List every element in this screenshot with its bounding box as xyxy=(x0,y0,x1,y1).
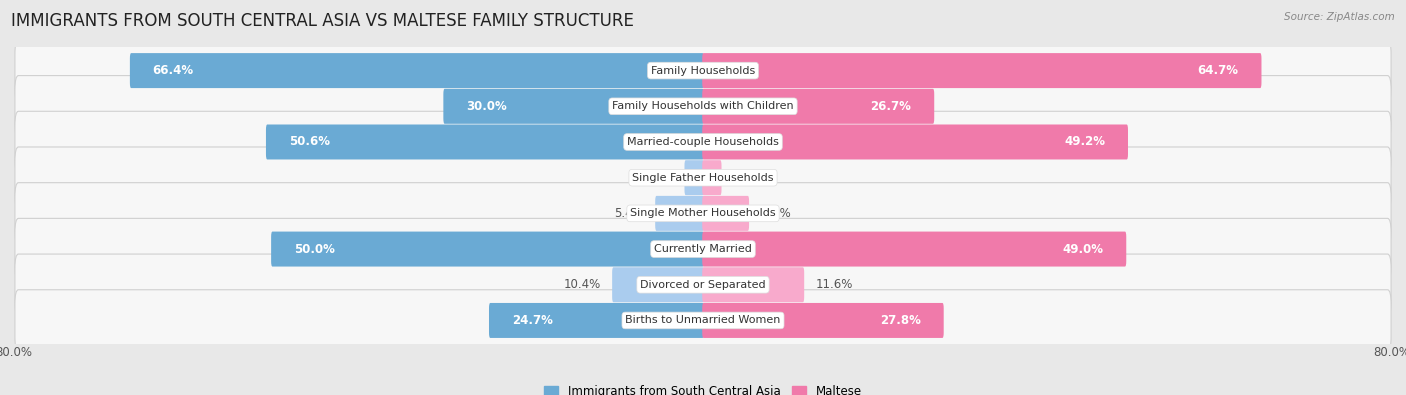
Text: 64.7%: 64.7% xyxy=(1198,64,1239,77)
FancyBboxPatch shape xyxy=(15,218,1391,280)
Text: 50.0%: 50.0% xyxy=(294,243,335,256)
FancyBboxPatch shape xyxy=(15,254,1391,316)
Text: Family Households with Children: Family Households with Children xyxy=(612,101,794,111)
Text: 66.4%: 66.4% xyxy=(153,64,194,77)
FancyBboxPatch shape xyxy=(702,89,934,124)
FancyBboxPatch shape xyxy=(15,111,1391,173)
Text: Divorced or Separated: Divorced or Separated xyxy=(640,280,766,290)
FancyBboxPatch shape xyxy=(612,267,704,302)
Text: Source: ZipAtlas.com: Source: ZipAtlas.com xyxy=(1284,12,1395,22)
FancyBboxPatch shape xyxy=(685,160,704,195)
Legend: Immigrants from South Central Asia, Maltese: Immigrants from South Central Asia, Malt… xyxy=(540,380,866,395)
FancyBboxPatch shape xyxy=(702,53,1261,88)
Text: Single Mother Households: Single Mother Households xyxy=(630,209,776,218)
Text: 5.4%: 5.4% xyxy=(614,207,644,220)
Text: 49.2%: 49.2% xyxy=(1064,135,1105,149)
Text: 49.0%: 49.0% xyxy=(1063,243,1104,256)
FancyBboxPatch shape xyxy=(702,196,749,231)
Text: IMMIGRANTS FROM SOUTH CENTRAL ASIA VS MALTESE FAMILY STRUCTURE: IMMIGRANTS FROM SOUTH CENTRAL ASIA VS MA… xyxy=(11,12,634,30)
Text: 24.7%: 24.7% xyxy=(512,314,553,327)
FancyBboxPatch shape xyxy=(15,290,1391,351)
FancyBboxPatch shape xyxy=(443,89,704,124)
Text: Births to Unmarried Women: Births to Unmarried Women xyxy=(626,316,780,325)
FancyBboxPatch shape xyxy=(15,147,1391,209)
Text: 11.6%: 11.6% xyxy=(815,278,853,291)
FancyBboxPatch shape xyxy=(702,124,1128,160)
Text: 2.0%: 2.0% xyxy=(643,171,673,184)
FancyBboxPatch shape xyxy=(702,267,804,302)
FancyBboxPatch shape xyxy=(702,160,721,195)
Text: Married-couple Households: Married-couple Households xyxy=(627,137,779,147)
Text: Family Households: Family Households xyxy=(651,66,755,75)
FancyBboxPatch shape xyxy=(702,231,1126,267)
Text: 50.6%: 50.6% xyxy=(288,135,330,149)
FancyBboxPatch shape xyxy=(129,53,704,88)
FancyBboxPatch shape xyxy=(655,196,704,231)
Text: 26.7%: 26.7% xyxy=(870,100,911,113)
FancyBboxPatch shape xyxy=(15,75,1391,137)
FancyBboxPatch shape xyxy=(15,40,1391,101)
FancyBboxPatch shape xyxy=(15,182,1391,244)
Text: 2.0%: 2.0% xyxy=(733,171,763,184)
Text: 10.4%: 10.4% xyxy=(564,278,600,291)
FancyBboxPatch shape xyxy=(702,303,943,338)
FancyBboxPatch shape xyxy=(266,124,704,160)
Text: 5.2%: 5.2% xyxy=(761,207,790,220)
Text: Single Father Households: Single Father Households xyxy=(633,173,773,182)
Text: Currently Married: Currently Married xyxy=(654,244,752,254)
Text: 27.8%: 27.8% xyxy=(880,314,921,327)
FancyBboxPatch shape xyxy=(271,231,704,267)
FancyBboxPatch shape xyxy=(489,303,704,338)
Text: 30.0%: 30.0% xyxy=(467,100,508,113)
